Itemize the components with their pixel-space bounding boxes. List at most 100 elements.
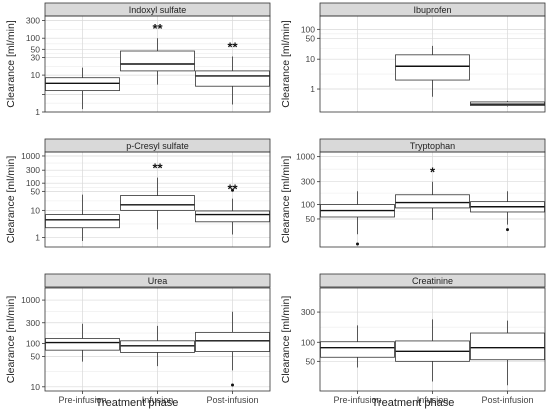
box-infusion: ** — [120, 161, 195, 230]
box-post-infusion — [470, 320, 545, 386]
y-tick-label: 50 — [31, 44, 41, 54]
panel-strip — [44, 273, 271, 288]
y-tick-label: 50 — [31, 351, 41, 361]
significance-marker: ** — [227, 39, 238, 54]
x-tick-label: Pre-infusion — [333, 395, 381, 405]
box-iqr — [195, 331, 270, 352]
y-tick-label: 1 — [310, 84, 315, 94]
y-tick-label: 100 — [301, 337, 315, 347]
box-pre-infusion — [320, 325, 395, 368]
panel-title: p-Cresyl sulfate — [126, 141, 189, 151]
box-infusion — [395, 319, 470, 382]
x-axis-title-left: Treatment phase — [96, 397, 179, 409]
box-iqr — [195, 70, 270, 87]
y-axis-title: Clearance [ml/min] — [280, 156, 292, 244]
outlier-point — [231, 383, 234, 387]
y-tick-label: 100 — [26, 33, 40, 43]
x-tick-label: Post-infusion — [481, 395, 533, 405]
y-tick-label: 100 — [26, 338, 40, 348]
y-tick-label: 10 — [31, 382, 41, 392]
box-post-infusion — [195, 311, 270, 387]
y-tick-label: 1 — [35, 107, 40, 117]
box-iqr — [45, 338, 120, 351]
x-tick-label: Infusion — [417, 395, 449, 405]
panel-border — [44, 151, 271, 248]
y-axis-title: Clearance [ml/min] — [5, 156, 17, 244]
outlier-point — [506, 228, 509, 232]
panel-urea: 10 50 100 300 1000 Urea Clearance [ml/min] Pre-… — [5, 273, 271, 405]
box-pre-infusion — [45, 323, 120, 362]
outlier-point — [356, 242, 359, 246]
significance-marker: ** — [152, 21, 163, 36]
box-iqr — [45, 77, 120, 92]
panel-title: Ibuprofen — [413, 5, 451, 15]
x-tick-label: Infusion — [142, 395, 174, 405]
box-infusion — [395, 45, 470, 97]
x-tick-label: Post-infusion — [206, 395, 258, 405]
outlier-point — [231, 188, 234, 192]
y-tick-label: 10 — [306, 54, 316, 64]
x-axis-title-right: Treatment phase — [372, 397, 455, 409]
y-tick-label: 1 — [35, 233, 40, 243]
significance-marker: * — [430, 165, 436, 180]
box-pre-infusion — [45, 67, 120, 110]
box-iqr — [395, 54, 470, 81]
box-pre-infusion — [45, 194, 120, 241]
y-tick-label: 300 — [26, 16, 40, 26]
y-tick-label: 50 — [306, 356, 316, 366]
y-tick-label: 1000 — [296, 152, 315, 162]
box-infusion — [120, 325, 195, 367]
box-iqr — [120, 50, 195, 72]
significance-marker: ** — [152, 161, 163, 176]
y-tick-label: 50 — [306, 33, 316, 43]
y-axis-title: Clearance [ml/min] — [280, 296, 292, 384]
box-iqr — [120, 340, 195, 353]
box-infusion: ** — [120, 21, 195, 85]
y-axis-title: Clearance [ml/min] — [280, 20, 292, 108]
box-post-infusion — [470, 191, 545, 232]
y-tick-label: 10 — [31, 70, 41, 80]
box-infusion: * — [395, 165, 470, 220]
box-iqr — [45, 214, 120, 229]
panel-border — [319, 151, 546, 248]
y-tick-label: 300 — [301, 177, 315, 187]
panel-creatinine: 50 100 300 Creatinine Clearance [ml/min] Pre-… — [280, 273, 546, 405]
box-iqr — [395, 194, 470, 209]
panel-strip — [319, 273, 546, 288]
panel-title: Indoxyl sulfate — [129, 5, 187, 15]
x-tick-label: Pre-infusion — [58, 395, 106, 405]
y-tick-label: 100 — [26, 178, 40, 188]
y-tick-label: 10 — [31, 205, 41, 215]
box-iqr — [320, 341, 395, 358]
y-tick-label: 300 — [26, 318, 40, 328]
y-tick-label: 50 — [31, 186, 41, 196]
y-tick-label: 1000 — [21, 151, 40, 161]
y-axis-title: Clearance [ml/min] — [5, 296, 17, 384]
significance-marker: ** — [227, 182, 238, 197]
y-tick-label: 300 — [26, 165, 40, 175]
box-iqr — [195, 210, 270, 223]
y-axis-title: Clearance [ml/min] — [5, 20, 17, 108]
y-tick-label: 300 — [301, 307, 315, 317]
panel-border — [319, 15, 546, 113]
box-iqr — [120, 195, 195, 211]
panel-title: Tryptophan — [410, 141, 455, 151]
box-pre-infusion — [320, 191, 395, 246]
panel-title: Urea — [148, 276, 168, 286]
box-post-infusion: ** — [195, 39, 270, 105]
y-tick-label: 1000 — [21, 295, 40, 305]
box-iqr — [470, 332, 545, 361]
y-tick-label: 50 — [306, 214, 316, 224]
box-post-infusion: ** — [195, 182, 270, 235]
y-tick-label: 100 — [301, 24, 315, 34]
panel-title: Creatinine — [412, 276, 453, 286]
panel-tryptophan: 50 100 300 1000 Tryptophan * Clearance [ml/min… — [280, 138, 546, 248]
y-tick-label: 30 — [31, 53, 41, 63]
panel-border — [44, 15, 271, 113]
y-tick-label: 100 — [301, 200, 315, 210]
